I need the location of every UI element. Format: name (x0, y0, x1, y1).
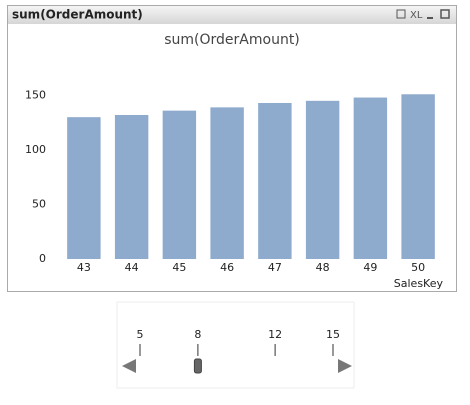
window-title: sum(OrderAmount) (12, 8, 143, 22)
x-tick-label: 48 (316, 261, 330, 274)
y-tick-label: 100 (25, 143, 46, 156)
x-tick-label: 43 (77, 261, 91, 274)
bar (67, 117, 101, 259)
x-axis-title: SalesKey (394, 277, 444, 290)
bar (401, 94, 435, 259)
export-icon[interactable]: XL (410, 10, 423, 21)
slider-tick-label: 8 (194, 328, 201, 341)
slider-right-arrow[interactable] (338, 359, 352, 373)
x-tick-label: 45 (172, 261, 186, 274)
maximize-icon[interactable] (440, 9, 450, 19)
x-tick-label: 50 (411, 261, 425, 274)
slider-left-arrow[interactable] (122, 359, 136, 373)
slider-tick-label: 15 (326, 328, 340, 341)
slider-tick-label: 12 (268, 328, 282, 341)
bar (162, 110, 197, 260)
x-tick-label: 46 (220, 261, 234, 274)
bar (353, 97, 388, 259)
print-icon[interactable] (396, 9, 406, 19)
bar (210, 107, 244, 259)
y-tick-label: 150 (25, 88, 46, 101)
slider-panel (116, 301, 355, 389)
x-tick-label: 49 (363, 261, 377, 274)
x-tick-label: 47 (268, 261, 282, 274)
bar (114, 115, 149, 259)
chart-title: sum(OrderAmount) (164, 32, 300, 48)
slider-handle[interactable] (193, 358, 202, 374)
bar (305, 100, 340, 260)
slider-tick-label: 5 (137, 328, 144, 341)
y-tick-label: 0 (39, 252, 46, 265)
y-tick-label: 50 (32, 197, 46, 210)
x-tick-label: 44 (125, 261, 139, 274)
bar (258, 103, 292, 259)
title-bar (8, 6, 456, 24)
